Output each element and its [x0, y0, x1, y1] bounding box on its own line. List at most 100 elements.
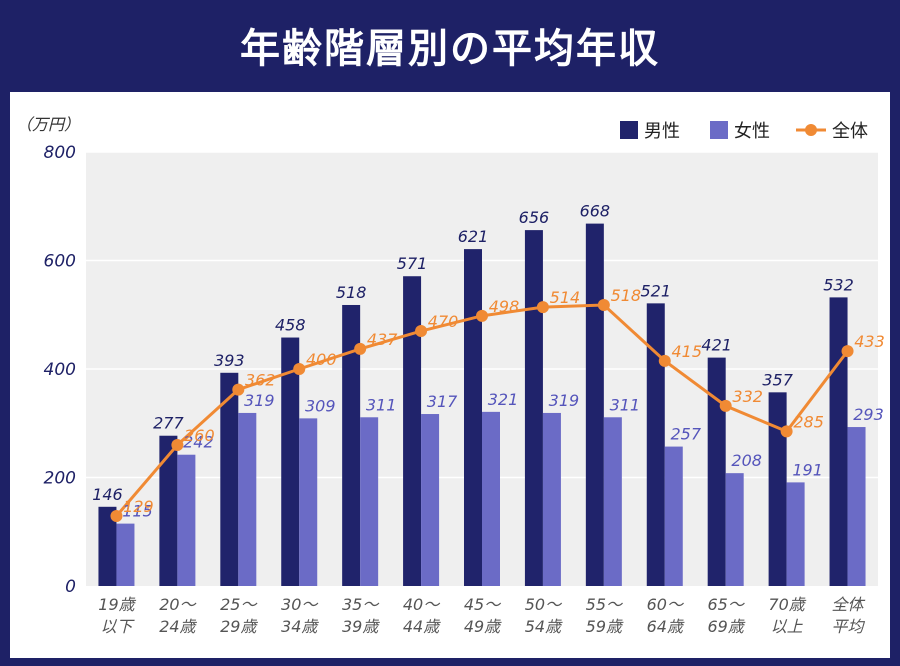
x-tick-label: 19歳	[98, 595, 136, 614]
bar-female	[847, 427, 866, 586]
bar-male	[281, 337, 300, 586]
marker-total	[841, 345, 854, 358]
legend-swatch-female	[710, 121, 728, 139]
data-label-male: 521	[640, 281, 671, 300]
legend-label-total: 全体	[832, 121, 868, 142]
bar-male	[159, 435, 178, 586]
marker-total	[476, 309, 488, 322]
data-label-female: 115	[122, 502, 153, 521]
bar-male	[707, 357, 726, 586]
x-tick-label: 70歳	[768, 595, 806, 614]
data-label-female: 309	[305, 396, 336, 415]
data-label-total: 433	[854, 332, 885, 351]
bar-female	[238, 412, 257, 586]
data-label-total: 285	[793, 412, 824, 431]
bar-male	[220, 372, 239, 586]
data-label-female: 321	[488, 390, 519, 409]
data-label-total: 437	[367, 330, 398, 349]
data-label-male: 393	[214, 351, 245, 370]
bar-male	[768, 392, 787, 586]
y-tick-label: 200	[44, 469, 76, 489]
bar-female	[360, 417, 379, 586]
legend-label-female: 女性	[734, 121, 770, 142]
legend-label-male: 男性	[644, 121, 680, 142]
x-tick-label: 24歳	[159, 617, 197, 636]
x-tick-label: 45～	[464, 595, 502, 614]
x-tick-label: 55～	[586, 595, 624, 614]
data-label-male: 571	[397, 254, 428, 273]
data-label-total: 260	[184, 426, 215, 445]
x-tick-label: 64歳	[647, 617, 685, 636]
data-label-total: 400	[306, 350, 337, 369]
data-label-total: 332	[732, 387, 763, 406]
legend-swatch-male	[620, 121, 638, 139]
header-banner: 年齢階層別の平均年収	[0, 0, 900, 90]
data-label-female: 319	[549, 391, 580, 410]
data-label-male: 421	[701, 336, 732, 355]
bar-male	[464, 249, 482, 587]
x-tick-label: 54歳	[525, 617, 563, 636]
data-label-total: 415	[671, 342, 702, 361]
page-title: 年齢階層別の平均年収	[240, 26, 660, 72]
bar-layer	[98, 223, 866, 587]
chart-panel: （万円） 男性 女性 全体 146 115 277 242 393 319 458 309 51…	[10, 92, 890, 658]
bar-male	[403, 276, 422, 586]
bar-female	[664, 446, 683, 586]
data-label-female: 257	[670, 425, 701, 444]
bar-female	[786, 482, 805, 586]
bar-male	[585, 223, 604, 587]
x-tick-label: 49歳	[464, 617, 502, 636]
data-label-total: 362	[245, 371, 276, 390]
marker-total	[658, 354, 671, 367]
data-label-total: 514	[550, 288, 581, 307]
bar-female	[116, 523, 135, 586]
data-label-male: 458	[275, 316, 306, 335]
x-tick-label: 59歳	[586, 617, 624, 636]
data-label-male: 146	[92, 485, 123, 504]
data-label-total: 518	[611, 286, 642, 305]
line-layer	[110, 298, 854, 523]
data-label-male: 656	[519, 208, 550, 227]
x-tick-label: 34歳	[281, 617, 319, 636]
x-tick-label: 40～	[403, 595, 441, 614]
x-tick-label: 以下	[100, 617, 135, 636]
bar-male	[524, 230, 543, 586]
bar-male	[829, 297, 848, 586]
x-tick-label: 30～	[281, 595, 319, 614]
data-label-total: 470	[428, 312, 459, 331]
x-tick-label: 65～	[708, 595, 746, 614]
y-unit-label: （万円）	[16, 115, 80, 134]
x-tick-label: 35～	[342, 595, 380, 614]
data-label-total: 129	[123, 497, 154, 516]
data-label-male: 277	[153, 414, 184, 433]
bar-female	[603, 417, 622, 586]
y-tick-label: 0	[65, 577, 76, 597]
data-label-total: 498	[489, 297, 520, 316]
marker-total	[719, 399, 732, 412]
data-label-female: 293	[853, 405, 884, 424]
data-label-female: 317	[427, 392, 458, 411]
x-tick-label: 以上	[771, 617, 804, 636]
bar-male	[646, 303, 665, 586]
marker-total	[293, 363, 306, 375]
x-tick-label: 20～	[159, 595, 197, 614]
x-tick-label: 44歳	[403, 617, 441, 636]
y-tick-label: 400	[44, 360, 76, 380]
marker-total	[415, 325, 428, 338]
data-label-female: 319	[244, 391, 275, 410]
data-label-female: 311	[610, 395, 641, 414]
bar-female	[542, 412, 561, 586]
marker-total	[780, 425, 793, 438]
data-label-female: 242	[183, 433, 214, 452]
bar-male	[98, 506, 117, 586]
bar-female	[177, 454, 196, 586]
bar-female	[421, 414, 440, 586]
bar-female	[725, 473, 744, 586]
legend-swatch-total-marker	[805, 124, 817, 136]
marker-total	[232, 383, 245, 396]
marker-total	[536, 301, 549, 314]
x-tick-label: 60～	[647, 595, 685, 614]
data-label-male: 621	[458, 227, 489, 246]
x-tick-label: 39歳	[342, 617, 380, 636]
